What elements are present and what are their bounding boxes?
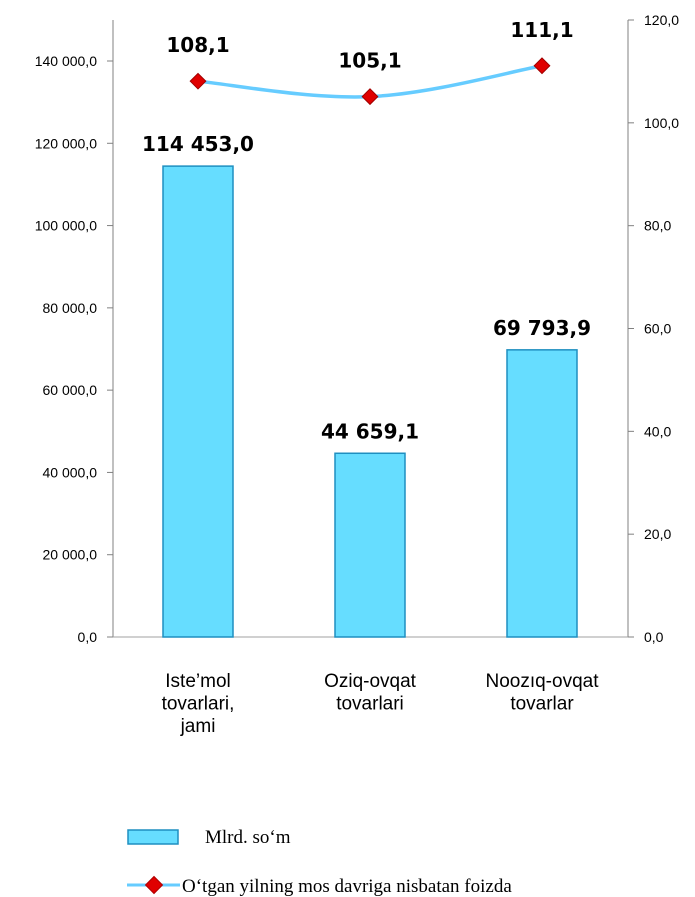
right-tick-label: 100,0 [644, 115, 679, 131]
right-tick-label: 60,0 [644, 321, 671, 337]
category-label: Iste’mol tovarlari, jami [162, 671, 235, 737]
right-tick-label: 40,0 [644, 423, 671, 439]
legend-bar-label: Mlrd. so‘m [205, 827, 291, 848]
bar [506, 349, 578, 638]
legend-line-label: O‘tgan yilning mos davriga nisbatan foiz… [182, 876, 512, 897]
line-value-label: 105,1 [338, 49, 401, 73]
line-series [189, 57, 551, 106]
legend-bar-swatch [127, 829, 179, 845]
left-tick-label: 60 000,0 [43, 382, 98, 398]
bar [162, 165, 234, 638]
category-label-line: Noozıq-ovqat [485, 671, 599, 692]
bar-value-label: 114 453,0 [142, 132, 254, 156]
right-tick-label: 20,0 [644, 526, 671, 542]
legend-line-marker [144, 875, 164, 895]
category-label-line: tovarlari, [162, 694, 235, 715]
bars [162, 165, 578, 638]
legend: Mlrd. so‘m O‘tgan yilning mos davriga ni… [127, 827, 512, 897]
data-labels: 114 453,0 44 659,1 69 793,9 108,1 105,1 111,1 [142, 18, 591, 443]
left-tick-label: 140 000,0 [35, 53, 97, 69]
bar [334, 452, 406, 638]
category-label: Oziq-ovqat tovarlari [324, 671, 417, 715]
left-tick-label: 40 000,0 [43, 464, 98, 480]
left-tick-label: 80 000,0 [43, 300, 98, 316]
right-tick-label: 80,0 [644, 218, 671, 234]
line-point [189, 72, 207, 90]
line-value-label: 111,1 [510, 18, 573, 42]
line-point [533, 57, 551, 75]
category-label-line: tovarlari [336, 694, 404, 715]
right-tick-label: 120,0 [644, 12, 679, 28]
left-tick-label: 100 000,0 [35, 218, 97, 234]
right-tick-label: 0,0 [644, 629, 664, 645]
category-label-line: jami [180, 716, 216, 737]
bar-value-label: 69 793,9 [493, 316, 591, 340]
bar-value-label: 44 659,1 [321, 419, 419, 443]
left-tick-label: 0,0 [78, 629, 98, 645]
left-tick-label: 20 000,0 [43, 547, 98, 563]
category-label: Noozıq-ovqat tovarlar [485, 671, 599, 715]
category-label-line: Oziq-ovqat [324, 671, 417, 692]
left-tick-label: 120 000,0 [35, 135, 97, 151]
line-value-label: 108,1 [166, 33, 229, 57]
axes: 0,0 20 000,0 40 000,0 60 000,0 80 000,0 100 0… [35, 12, 680, 645]
category-label-line: tovarlar [510, 694, 574, 715]
category-label-line: Iste’mol [165, 671, 230, 692]
line-point [361, 88, 379, 106]
